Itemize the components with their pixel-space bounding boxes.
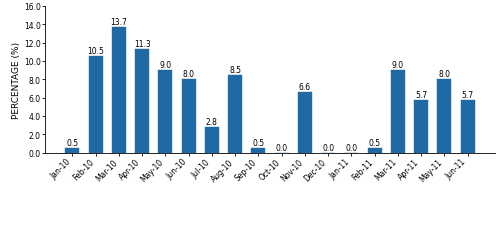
Bar (252, 148, 266, 153)
Text: 0.0: 0.0 (322, 143, 334, 152)
Text: 8.0: 8.0 (182, 70, 194, 79)
Bar (205, 127, 219, 153)
Bar (228, 75, 242, 153)
Bar (112, 28, 126, 153)
Text: 2.8: 2.8 (206, 117, 218, 126)
Bar (368, 148, 382, 153)
Text: 0.0: 0.0 (276, 143, 287, 152)
Bar (88, 57, 102, 153)
Text: 0.5: 0.5 (252, 139, 264, 148)
Bar (460, 101, 474, 153)
Bar (438, 80, 452, 153)
Text: 11.3: 11.3 (134, 40, 150, 49)
Text: 8.0: 8.0 (438, 70, 450, 79)
Bar (182, 80, 196, 153)
Y-axis label: PERCENTAGE (%): PERCENTAGE (%) (12, 41, 21, 118)
Text: 10.5: 10.5 (87, 47, 104, 56)
Text: 0.5: 0.5 (66, 139, 78, 148)
Text: 9.0: 9.0 (392, 61, 404, 70)
Bar (135, 50, 149, 153)
Text: 0.0: 0.0 (346, 143, 358, 152)
Text: 8.5: 8.5 (229, 65, 241, 74)
Text: 6.6: 6.6 (299, 83, 311, 92)
Bar (391, 71, 405, 153)
Text: 9.0: 9.0 (160, 61, 172, 70)
Text: 0.5: 0.5 (368, 139, 380, 148)
Text: 13.7: 13.7 (110, 18, 128, 27)
Bar (298, 93, 312, 153)
Bar (158, 71, 172, 153)
Text: 5.7: 5.7 (462, 91, 473, 100)
Bar (414, 101, 428, 153)
Bar (66, 148, 80, 153)
Text: 5.7: 5.7 (415, 91, 427, 100)
